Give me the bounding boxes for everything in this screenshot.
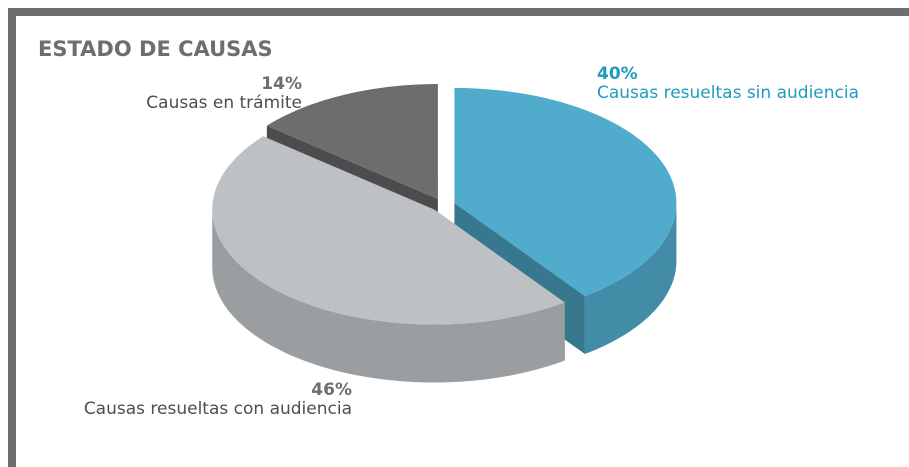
category-label: Causas en trámite [146,93,302,113]
slice-side [212,209,565,383]
value-label: 46% [311,380,352,400]
category-label: Causas resueltas sin audiencia [597,83,859,103]
category-label: Causas resueltas con audiencia [84,399,352,419]
slice [266,84,438,200]
slice [454,87,677,296]
frame [8,8,909,467]
chart-title: ESTADO DE CAUSAS [38,37,273,61]
slice-side [584,202,677,354]
slice [212,136,565,325]
value-label: 14% [261,74,302,94]
value-label: 40% [597,64,638,84]
